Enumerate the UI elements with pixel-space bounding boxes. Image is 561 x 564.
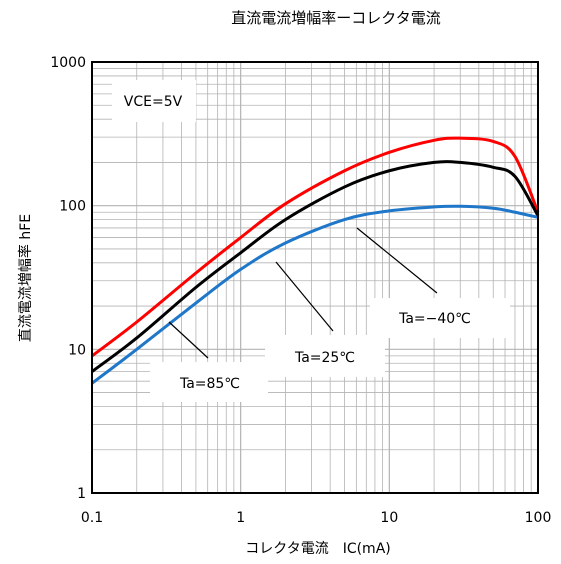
callout-line-85 bbox=[168, 321, 209, 359]
label-25: Ta=25℃ bbox=[294, 350, 355, 366]
y-axis-label: 直流電流増幅率 hFE bbox=[17, 214, 34, 342]
x-tick-label: 1 bbox=[236, 510, 245, 526]
vce-annotation: VCE=5V bbox=[124, 94, 183, 110]
chart-title: 直流電流増幅率ーコレクタ電流 bbox=[231, 9, 440, 27]
x-tick-label: 10 bbox=[380, 510, 398, 526]
x-tick-label: 0.1 bbox=[81, 510, 103, 526]
label-box-85 bbox=[150, 362, 268, 402]
y-tick-label: 1 bbox=[77, 486, 86, 502]
tick-labels: 0.1 1 10 100 1 10 100 1000 bbox=[50, 55, 551, 526]
series-line-Ta=-40℃ bbox=[91, 204, 539, 385]
y-tick-label: 1000 bbox=[50, 55, 86, 71]
plot-frame bbox=[91, 61, 539, 494]
series-line-Ta=85℃ bbox=[91, 136, 540, 358]
y-tick-label: 100 bbox=[59, 199, 86, 215]
series-line-Ta=25℃ bbox=[91, 160, 540, 373]
vce-box bbox=[112, 80, 196, 122]
x-tick-label: 100 bbox=[525, 510, 552, 526]
series-lines bbox=[91, 136, 540, 385]
y-tick-label: 10 bbox=[68, 342, 86, 358]
callout-line-25 bbox=[275, 261, 334, 332]
label-85: Ta=85℃ bbox=[179, 376, 240, 392]
label-box-25 bbox=[265, 335, 385, 377]
x-axis-label: コレクタ電流 IC(mA) bbox=[245, 541, 390, 557]
label-box-minus40 bbox=[370, 298, 510, 338]
grid bbox=[92, 62, 538, 493]
label-minus40: Ta=−40℃ bbox=[398, 311, 471, 327]
callout-line-minus40 bbox=[356, 227, 438, 294]
